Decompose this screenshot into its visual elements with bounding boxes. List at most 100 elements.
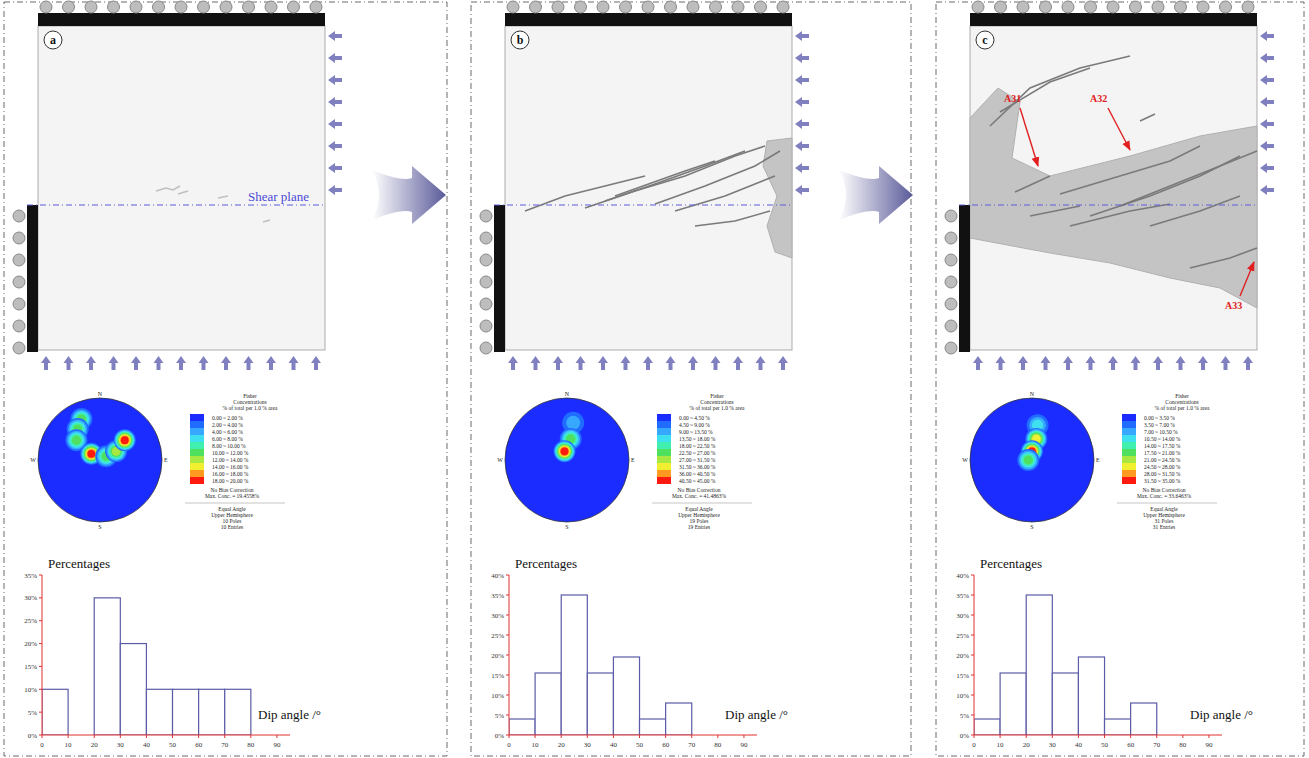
legend-swatch [190, 449, 204, 456]
x-tick [613, 735, 614, 738]
crack [1030, 206, 1080, 216]
y-tick [506, 695, 509, 696]
roller [620, 1, 632, 13]
x-tick [561, 735, 562, 738]
stereonet: NESWFisherConcentrations% of total per 1… [962, 391, 1217, 530]
crack [1015, 176, 1050, 192]
x-tick [1182, 735, 1183, 738]
legend-swatch [190, 428, 204, 435]
crack [585, 146, 765, 208]
y-tick-label: 20% [956, 652, 969, 660]
legend-swatch [1122, 421, 1136, 428]
bar [974, 719, 1000, 735]
bar [535, 673, 561, 735]
legend-label: 12.00 ~ 14.00 % [212, 457, 249, 463]
load-arrow [41, 356, 51, 370]
roller [642, 1, 654, 13]
load-arrow [756, 356, 766, 370]
bar [146, 689, 172, 735]
y-tick-label: 0% [28, 732, 38, 740]
legend-title: % of total per 1.0 % area [690, 405, 745, 411]
legend-label: 13.50 ~ 18.00 % [679, 436, 716, 442]
legend-rule [185, 503, 285, 504]
legend-label: 14.00 ~ 17.50 % [1144, 443, 1181, 449]
y-tick-label: 40% [491, 572, 504, 580]
x-tick-label: 80 [247, 741, 255, 749]
loading-plate [38, 13, 325, 26]
x-tick-label: 90 [740, 741, 748, 749]
legend-label: 18.00 ~ 22.50 % [679, 443, 716, 449]
legend-label: 40.50 ~ 45.00 % [679, 478, 716, 484]
x-tick-label: 90 [1205, 741, 1213, 749]
x-tick-label: 0 [507, 741, 511, 749]
roller [530, 1, 542, 13]
load-arrow [1260, 53, 1274, 63]
y-tick-label: 20% [24, 640, 37, 648]
legend-swatch [1122, 463, 1136, 470]
concentration [1020, 452, 1036, 468]
legend-swatch [190, 421, 204, 428]
load-arrow [795, 31, 809, 41]
load-arrow [109, 356, 119, 370]
legend-label: 4.50 ~ 9.00 % [679, 422, 710, 428]
load-arrow [328, 53, 342, 63]
load-arrow [1260, 141, 1274, 151]
roller [732, 1, 744, 13]
bar [94, 598, 120, 735]
x-tick-label: 50 [636, 741, 644, 749]
concentration [120, 435, 130, 445]
roller [777, 1, 789, 13]
damage-zone [763, 138, 792, 258]
x-tick-label: 70 [221, 741, 229, 749]
x-tick-label: 40 [143, 741, 151, 749]
load-arrow [1018, 356, 1028, 370]
roller [1085, 1, 1097, 13]
roller [1175, 1, 1187, 13]
legend-note: Max. Conc. = 41.4863% [672, 493, 727, 499]
bar [1078, 657, 1104, 735]
roller [243, 1, 255, 13]
load-arrow [328, 31, 342, 41]
concentration [121, 436, 129, 444]
x-tick [974, 735, 975, 738]
crack [178, 191, 188, 194]
load-arrow [328, 141, 342, 151]
bar [1131, 703, 1157, 735]
load-arrow [795, 75, 809, 85]
direction: W [30, 457, 36, 463]
y-axis-title: Percentages [980, 556, 1042, 571]
y-tick [39, 712, 42, 713]
legend-label: 8.00 ~ 10.00 % [212, 443, 246, 449]
y-tick-label: 5% [960, 712, 970, 720]
x-tick-label: 80 [1179, 741, 1187, 749]
y-tick-label: 35% [956, 592, 969, 600]
bar [1105, 719, 1131, 735]
x-tick-label: 30 [584, 741, 592, 749]
y-tick [39, 620, 42, 621]
legend-swatch [657, 449, 671, 456]
bar [120, 644, 146, 735]
y-tick [506, 715, 509, 716]
load-arrow [1260, 163, 1274, 173]
concentration [117, 433, 132, 448]
roller [945, 232, 957, 244]
roller [575, 1, 587, 13]
x-tick-label: 20 [558, 741, 566, 749]
load-arrow [244, 356, 254, 370]
bar [1026, 595, 1052, 735]
stereonet: NESWFisherConcentrations% of total per 1… [30, 391, 285, 530]
load-arrow [221, 356, 231, 370]
x-tick-label: 20 [1023, 741, 1031, 749]
y-tick-label: 0% [495, 732, 505, 740]
load-arrow [1260, 97, 1274, 107]
panel-letter-circle [44, 31, 62, 49]
legend-swatch [190, 435, 204, 442]
load-arrow [795, 163, 809, 173]
legend-swatch [1122, 477, 1136, 484]
x-tick [535, 735, 536, 738]
x-tick-label: 0 [40, 741, 44, 749]
legend-swatch [657, 414, 671, 421]
roller [1017, 1, 1029, 13]
load-arrow [199, 356, 209, 370]
shear-plane [959, 205, 1257, 206]
